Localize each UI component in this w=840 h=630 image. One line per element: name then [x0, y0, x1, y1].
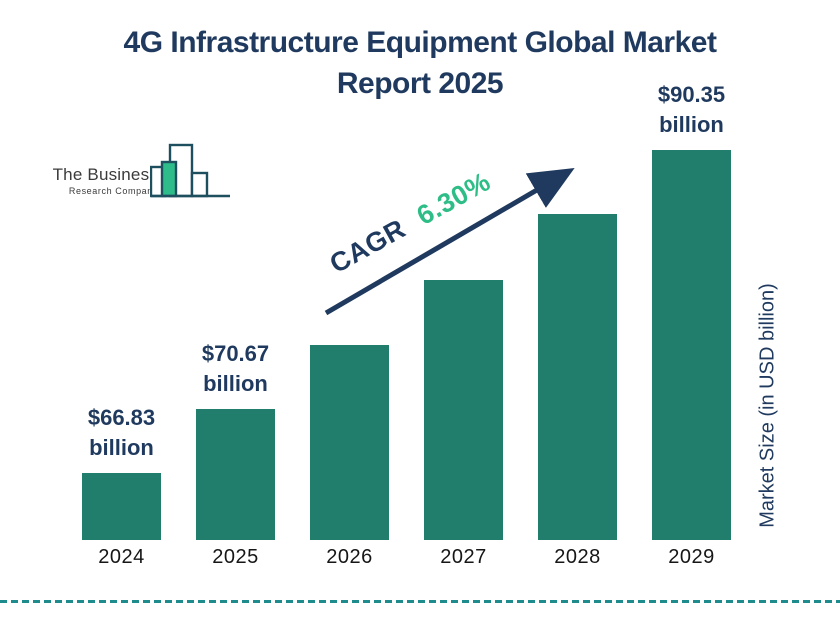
- bar-2026: [310, 345, 389, 540]
- page-title-line1: 4G Infrastructure Equipment Global Marke…: [123, 26, 717, 59]
- x-tick-2029: 2029: [668, 546, 715, 568]
- brand-name: The Business: [52, 165, 158, 184]
- cagr-trend-arrow-icon: [324, 167, 575, 316]
- bar-2024: [82, 473, 161, 540]
- value-label-amount: $70.67: [201, 341, 270, 366]
- value-label-unit: billion: [89, 435, 154, 460]
- brand-logo-text: The Business Research Company: [38, 165, 158, 196]
- page-title: 4G Infrastructure Equipment Global Marke…: [0, 22, 840, 104]
- y-axis-label: Market Size (in USD billion): [756, 283, 779, 528]
- x-tick-2025: 2025: [212, 546, 259, 568]
- value-label-amount: $90.35: [657, 82, 726, 107]
- value-label-amount: $66.83: [87, 405, 156, 430]
- bar-2025: [196, 409, 275, 540]
- bar-2027: [424, 280, 503, 540]
- brand-chart-icon: [150, 143, 230, 198]
- x-tick-2024: 2024: [98, 546, 145, 568]
- value-label-2024: $66.83 billion: [47, 403, 197, 463]
- value-label-unit: billion: [659, 112, 724, 137]
- bar-2028: [538, 214, 617, 540]
- page-title-line2: Report 2025: [336, 67, 504, 100]
- bottom-dashed-divider: [0, 600, 840, 603]
- brand-subname: Research Company: [68, 186, 158, 196]
- x-tick-2026: 2026: [326, 546, 373, 568]
- value-label-2029: $90.35 billion: [617, 80, 767, 140]
- value-label-unit: billion: [203, 371, 268, 396]
- x-tick-2027: 2027: [440, 546, 487, 568]
- value-label-2025: $70.67 billion: [161, 339, 311, 399]
- x-tick-2028: 2028: [554, 546, 601, 568]
- bar-2029: [652, 150, 731, 540]
